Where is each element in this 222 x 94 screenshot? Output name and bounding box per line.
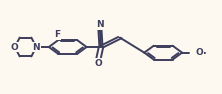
Text: N: N [96,20,104,29]
Text: O: O [11,42,19,52]
Text: O: O [195,48,203,57]
Text: F: F [54,30,60,39]
Text: N: N [32,42,40,52]
Text: O: O [95,59,102,68]
